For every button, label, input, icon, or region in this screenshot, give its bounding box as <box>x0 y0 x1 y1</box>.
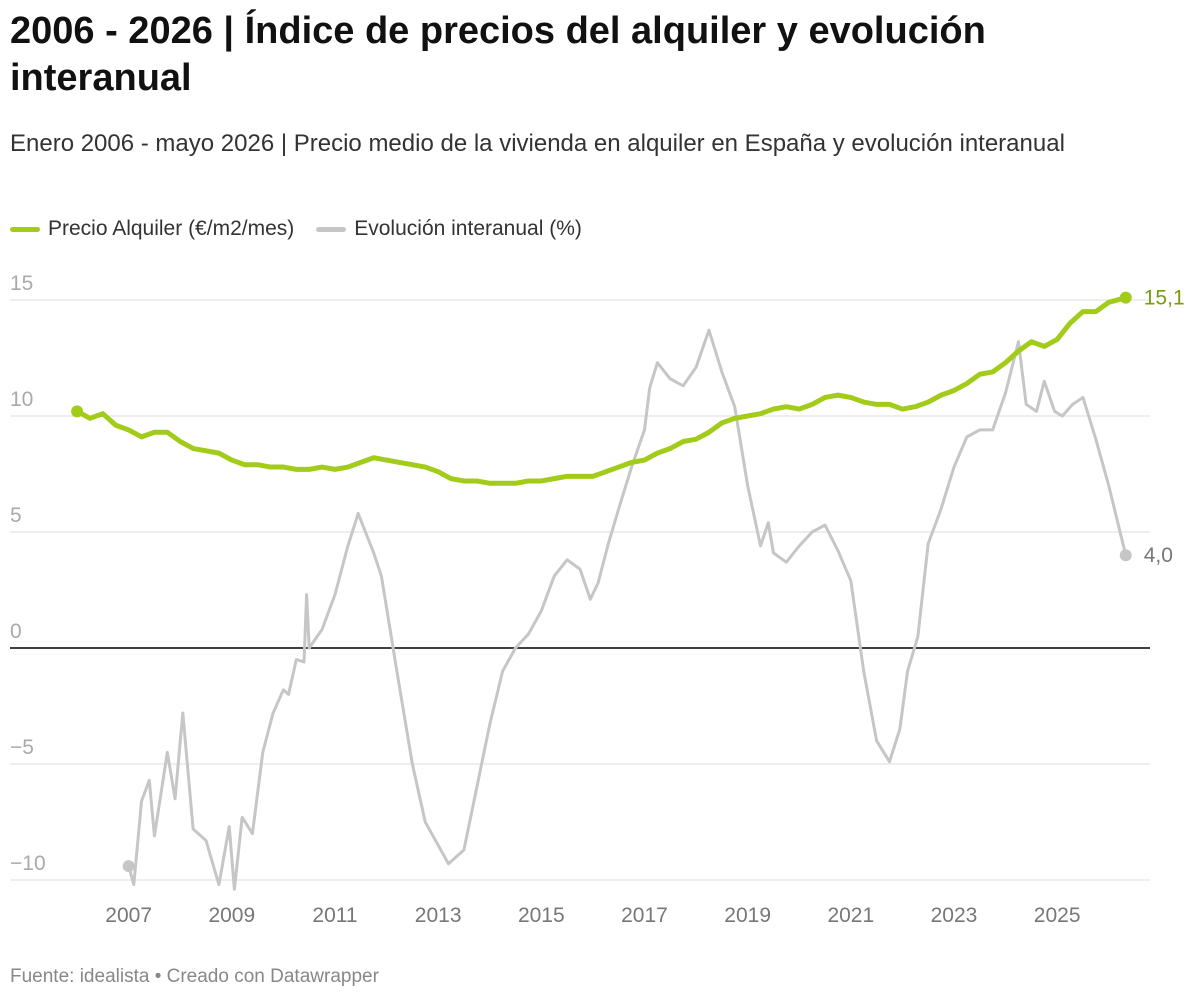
end-point <box>122 860 135 873</box>
x-tick-label: 2021 <box>827 904 874 927</box>
data-label: 4,0 <box>1144 544 1173 567</box>
x-tick-label: 2015 <box>518 904 565 927</box>
x-tick-label: 2011 <box>312 904 357 927</box>
end-point <box>71 405 84 418</box>
x-tick-label: 2017 <box>621 904 668 927</box>
x-tick-label: 2009 <box>208 904 255 927</box>
legend-item: Evolución interanual (%) <box>316 217 582 241</box>
x-tick-label: 2007 <box>105 904 152 927</box>
legend-item: Precio Alquiler (€/m2/mes) <box>10 217 294 241</box>
end-point <box>1119 549 1132 562</box>
chart-title: 2006 - 2026 | Índice de precios del alqu… <box>10 10 986 99</box>
x-tick-label: 2013 <box>415 904 462 927</box>
legend-label: Evolución interanual (%) <box>354 217 582 240</box>
legend-swatch <box>10 226 40 232</box>
x-tick-label: 2023 <box>931 904 978 927</box>
x-tick-label: 2019 <box>724 904 771 927</box>
y-tick-label: 15 <box>10 272 33 295</box>
y-tick-label: 0 <box>10 620 22 643</box>
legend-label: Precio Alquiler (€/m2/mes) <box>48 217 295 240</box>
y-tick-label: −5 <box>10 736 34 759</box>
y-tick-label: −10 <box>10 852 46 875</box>
y-tick-label: 5 <box>10 504 22 527</box>
data-label: 15,1 <box>1144 287 1185 310</box>
end-point <box>1119 291 1132 304</box>
legend: Precio Alquiler (€/m2/mes) Evolución inte… <box>10 217 582 241</box>
chart-subtitle: Enero 2006 - mayo 2026 | Precio medio de… <box>10 130 1065 157</box>
legend-swatch <box>316 226 347 232</box>
source-note: Fuente: idealista • Creado con Datawrapp… <box>10 966 379 987</box>
y-tick-label: 10 <box>10 388 33 411</box>
series-line <box>127 328 1128 891</box>
series-line <box>74 295 1129 486</box>
x-tick-label: 2025 <box>1034 904 1081 927</box>
